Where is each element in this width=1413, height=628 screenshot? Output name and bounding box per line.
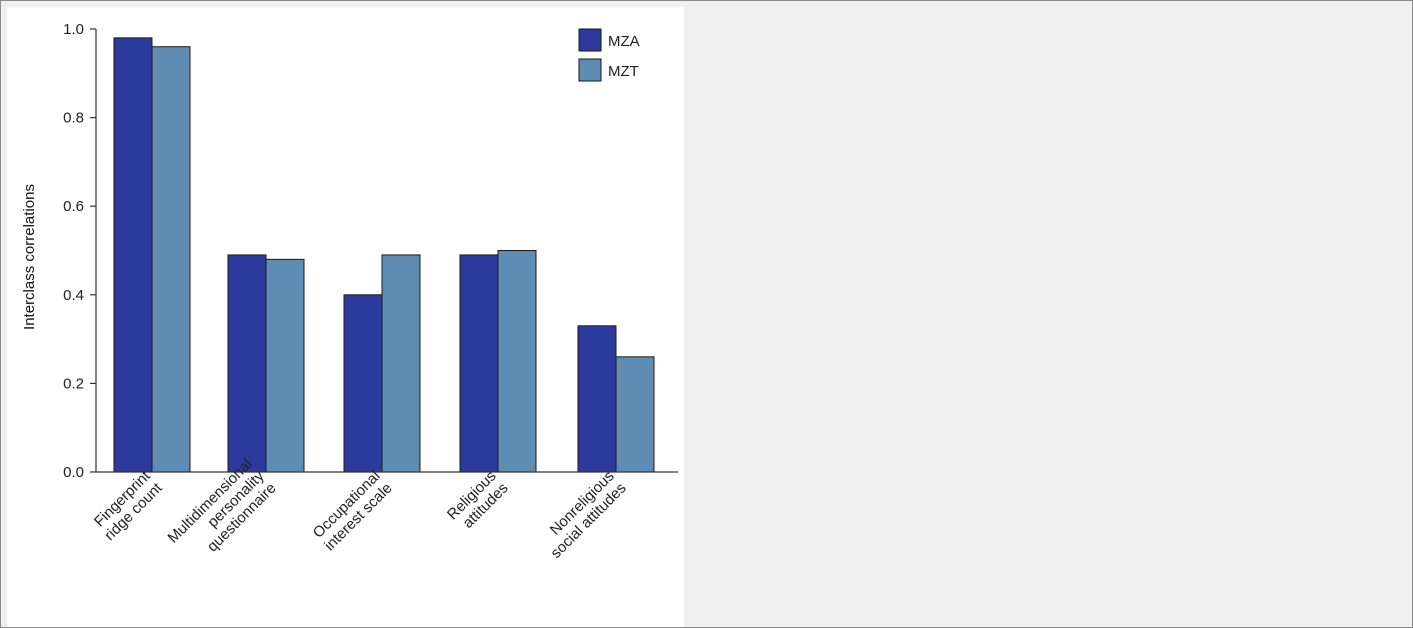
y-tick-label: 0.0 bbox=[63, 464, 84, 481]
bar-mzt-0 bbox=[151, 46, 191, 473]
bar-mzt-1 bbox=[265, 258, 305, 473]
legend-label-mza: MZA bbox=[608, 33, 640, 50]
axes-layer bbox=[95, 29, 678, 473]
y-tick-label: 0.8 bbox=[63, 110, 84, 127]
bar-mza-1 bbox=[227, 254, 267, 473]
bar-mza-4 bbox=[577, 325, 617, 473]
y-tick-label: 1.0 bbox=[63, 21, 84, 38]
y-tick-label: 0.2 bbox=[63, 375, 84, 392]
legend-swatch-mza bbox=[578, 28, 602, 52]
bars-layer bbox=[113, 37, 655, 473]
legend: MZA MZT bbox=[578, 28, 640, 82]
y-ticks-layer: 0.0 0.2 0.4 0.6 0.8 1.0 bbox=[63, 21, 96, 481]
bar-mza-2 bbox=[343, 294, 383, 473]
bar-mza-3 bbox=[459, 254, 499, 473]
y-tick-label: 0.6 bbox=[63, 198, 84, 215]
legend-label-mzt: MZT bbox=[608, 63, 639, 80]
bar-mzt-2 bbox=[381, 254, 421, 473]
bar-mzt-3 bbox=[497, 250, 537, 473]
y-axis-title: Interclass correlations bbox=[21, 184, 38, 330]
legend-swatch-mzt bbox=[578, 58, 602, 82]
y-tick-label: 0.4 bbox=[63, 287, 84, 304]
bar-mza-0 bbox=[113, 37, 153, 473]
bar-mzt-4 bbox=[615, 356, 655, 473]
chart-figure: 0.0 0.2 0.4 0.6 0.8 1.0 Fingerprint ridge coun… bbox=[7, 7, 684, 627]
